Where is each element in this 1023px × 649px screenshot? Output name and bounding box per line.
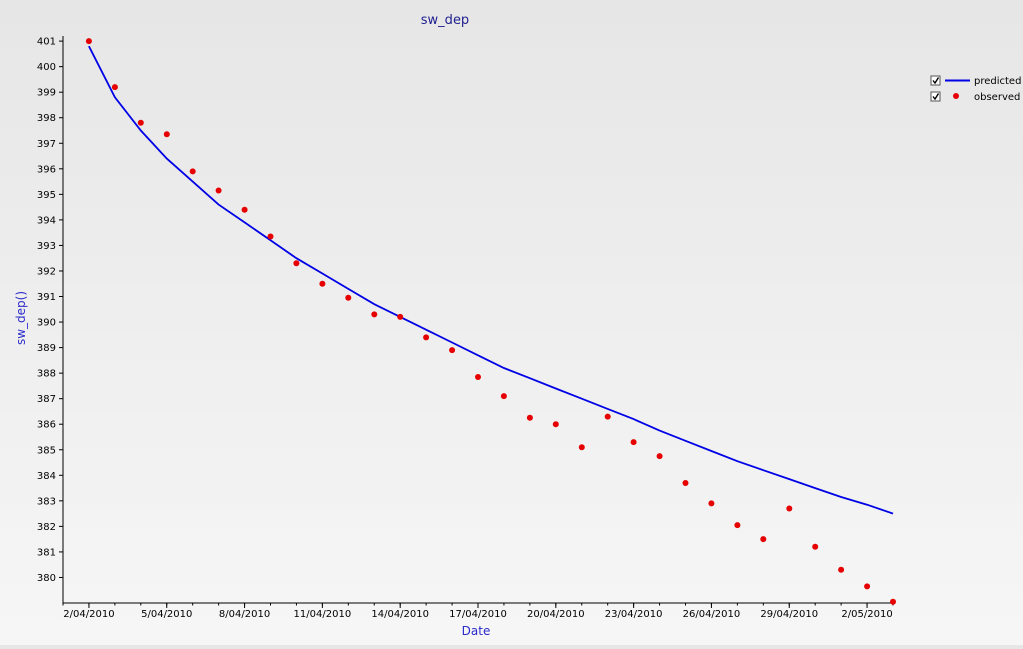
data-point-observed [137, 119, 144, 126]
axes: 380 381 382 383 384 385 386 387 388 389 390 391 392 3… [37, 36, 894, 620]
y-tick-label: 385 [37, 445, 56, 456]
legend-marker-swatch [953, 93, 959, 99]
legend: predicted observed [930, 75, 1021, 103]
legend-item-predicted[interactable]: predicted [930, 75, 1021, 87]
legend-label-observed: observed [974, 92, 1020, 103]
x-tick-label: 14/04/2010 [371, 609, 429, 620]
x-tick-label: 26/04/2010 [683, 609, 741, 620]
x-tick-label: 2/05/2010 [841, 609, 892, 620]
y-axis-title: sw_dep() [14, 291, 28, 345]
data-point-observed [500, 393, 507, 400]
y-tick-label: 399 [37, 88, 56, 99]
y-tick-label: 381 [37, 547, 56, 558]
data-point-observed [682, 480, 689, 486]
data-point-observed [189, 168, 196, 175]
data-point-observed [293, 260, 300, 267]
y-tick-label: 391 [37, 292, 56, 303]
data-point-observed [890, 598, 896, 605]
x-tick-label: 11/04/2010 [294, 609, 352, 620]
x-tick-label: 23/04/2010 [605, 609, 663, 620]
data-point-observed [345, 294, 352, 301]
data-point-observed [552, 421, 559, 428]
y-tick-label: 383 [37, 496, 56, 507]
x-tick-label: 5/04/2010 [141, 609, 192, 620]
x-axis-title: Date [462, 624, 491, 638]
y-tick-label: 397 [37, 139, 56, 150]
data-point-observed [475, 374, 481, 380]
data-point-observed [163, 131, 170, 138]
y-tick-label: 382 [37, 522, 56, 533]
data-point-observed [397, 313, 404, 320]
legend-item-observed[interactable]: observed [930, 91, 1020, 103]
data-point-observed [215, 187, 222, 194]
y-tick-label: 388 [37, 369, 56, 380]
y-tick-label: 389 [37, 343, 56, 354]
check-icon [932, 77, 940, 85]
y-tick-label: 395 [37, 190, 56, 201]
check-icon [932, 93, 940, 101]
x-tick-label: 29/04/2010 [760, 609, 818, 620]
x-tick-label: 17/04/2010 [449, 609, 507, 620]
data-point-observed [838, 566, 845, 573]
data-point-observed [319, 280, 326, 287]
y-tick-label: 401 [37, 37, 56, 48]
data-point-observed [423, 334, 430, 341]
y-tick-label: 386 [37, 420, 56, 431]
data-point-observed [111, 84, 118, 91]
y-tick-label: 387 [37, 394, 56, 405]
data-point-observed [786, 505, 793, 512]
x-tick-label: 20/04/2010 [527, 609, 585, 620]
data-point-observed [760, 536, 767, 543]
y-tick-label: 393 [37, 241, 56, 252]
legend-label-predicted: predicted [974, 76, 1021, 87]
y-tick-label: 396 [37, 164, 56, 175]
y-tick-label: 390 [37, 318, 56, 329]
y-tick-label: 398 [37, 113, 56, 124]
y-tick-label: 392 [37, 266, 56, 277]
data-point-observed [241, 206, 248, 213]
y-tick-label: 394 [37, 215, 56, 226]
y-tick-label: 380 [37, 573, 56, 584]
y-tick-label: 384 [37, 471, 56, 482]
data-point-observed [734, 522, 741, 529]
legend-checkbox-observed[interactable] [930, 91, 941, 102]
chart-title: sw_dep [421, 13, 469, 28]
data-point-observed [630, 439, 637, 446]
series-line-predicted [88, 45, 894, 515]
data-point-observed [656, 453, 663, 460]
data-point-observed [812, 543, 819, 550]
data-point-observed [526, 414, 533, 421]
data-point-observed [578, 444, 585, 451]
series-layer [85, 38, 896, 605]
data-point-observed [864, 583, 871, 590]
data-point-observed [371, 311, 378, 318]
data-point-observed [449, 347, 456, 354]
data-point-observed [604, 413, 611, 420]
x-tick-label: 2/04/2010 [63, 609, 114, 620]
y-tick-label: 400 [37, 62, 56, 73]
legend-checkbox-predicted[interactable] [930, 75, 941, 86]
data-point-observed [267, 233, 274, 240]
data-point-observed [708, 500, 715, 507]
data-point-observed [85, 38, 92, 45]
x-tick-label: 8/04/2010 [219, 609, 270, 620]
